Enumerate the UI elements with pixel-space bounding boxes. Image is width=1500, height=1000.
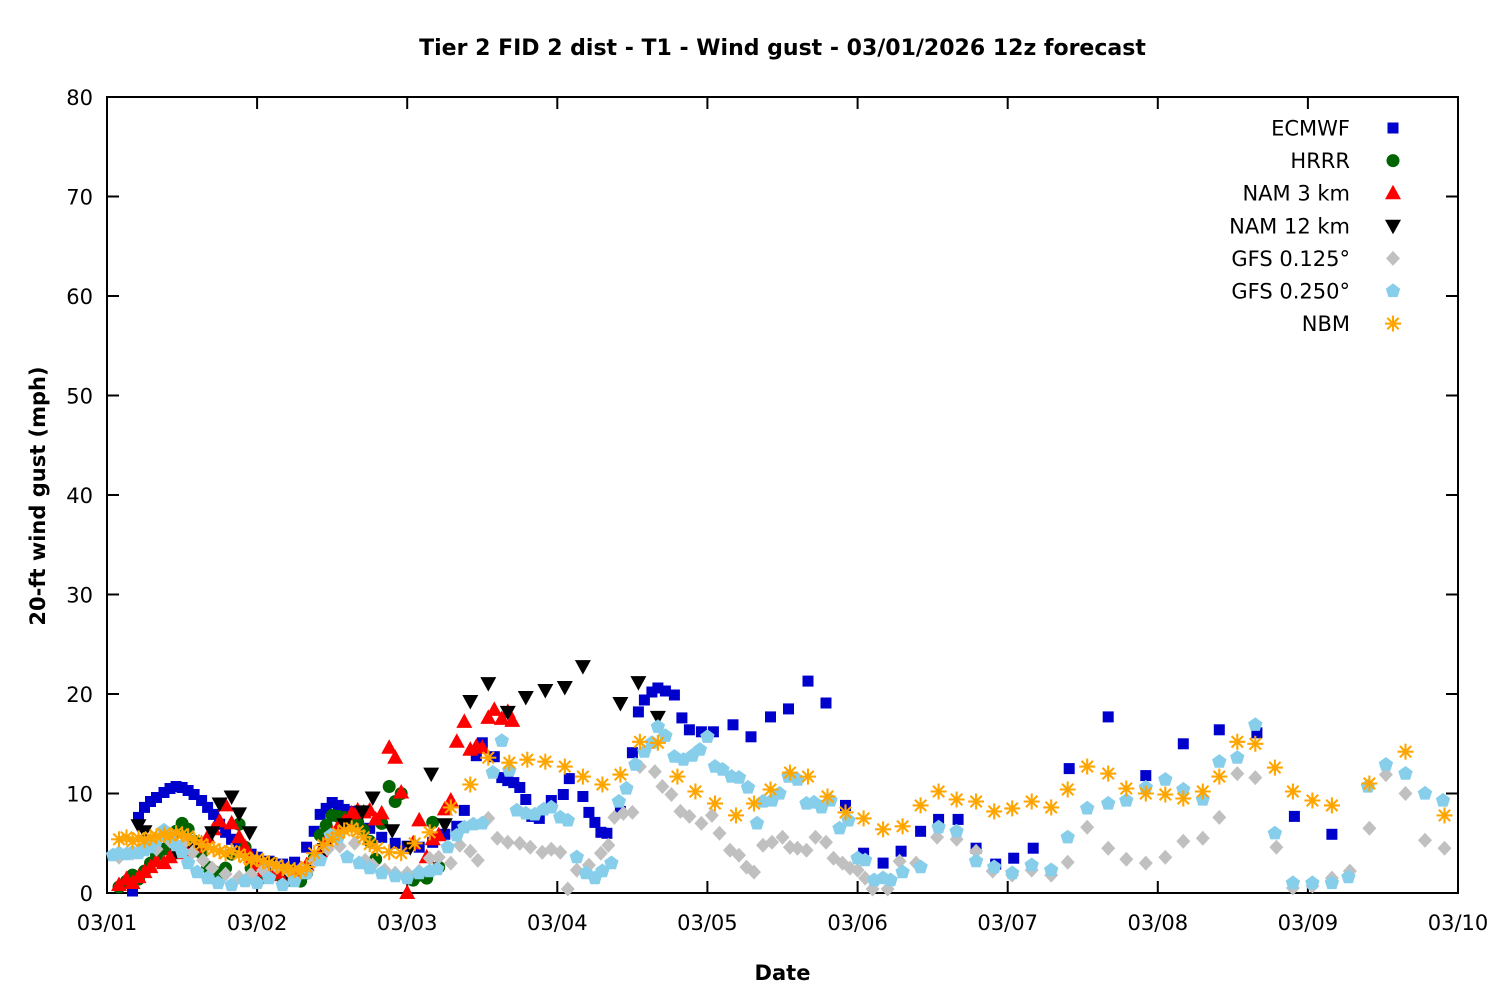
chart-title: Tier 2 FID 2 dist - T1 - Wind gust - 03/… bbox=[419, 36, 1146, 61]
svg-text:20: 20 bbox=[66, 683, 93, 707]
legend-marker-gfs-0-250-icon bbox=[1385, 283, 1401, 298]
svg-text:50: 50 bbox=[66, 385, 93, 409]
legend-marker-ecmwf-icon bbox=[1387, 122, 1399, 134]
svg-text:10: 10 bbox=[66, 783, 93, 807]
svg-text:03/08: 03/08 bbox=[1128, 911, 1189, 935]
y-axis-ticks bbox=[107, 96, 1458, 894]
svg-text:03/03: 03/03 bbox=[377, 911, 438, 935]
legend-label-nam-3-km: NAM 3 km bbox=[1242, 182, 1350, 206]
svg-text:03/10: 03/10 bbox=[1428, 911, 1489, 935]
x-axis-tick-labels: 03/01 03/02 03/03 03/04 03/05 03/06 03/07 03/08… bbox=[77, 911, 1489, 935]
y-axis-tick-labels: 0 10 20 30 40 50 60 70 80 bbox=[66, 86, 93, 906]
legend-label-gfs-0-250: GFS 0.250° bbox=[1231, 280, 1350, 304]
svg-text:80: 80 bbox=[66, 86, 93, 110]
legend-label-nam-12-km: NAM 12 km bbox=[1229, 214, 1350, 238]
legend-marker-gfs-0-125-icon bbox=[1386, 250, 1400, 266]
legend-marker-nam-12-km-icon bbox=[1385, 219, 1401, 235]
svg-text:60: 60 bbox=[66, 285, 93, 309]
legend-item-gfs-0-250: GFS 0.250° bbox=[1231, 280, 1401, 304]
legend: ECMWF HRRR NAM 3 km NAM 12 km GFS 0.125° GFS … bbox=[1229, 117, 1401, 336]
legend-item-nam-3-km: NAM 3 km bbox=[1242, 182, 1401, 206]
legend-marker-hrrr-icon bbox=[1386, 154, 1400, 168]
svg-text:03/05: 03/05 bbox=[677, 911, 738, 935]
legend-marker-nam-3-km-icon bbox=[1385, 184, 1401, 200]
legend-label-gfs-0-125: GFS 0.125° bbox=[1231, 247, 1350, 271]
svg-text:03/06: 03/06 bbox=[827, 911, 888, 935]
legend-item-ecmwf: ECMWF bbox=[1271, 117, 1399, 141]
legend-label-nbm: NBM bbox=[1302, 312, 1350, 336]
series-gfs-0-250 bbox=[105, 717, 1451, 892]
series-nbm bbox=[111, 733, 1453, 880]
svg-text:30: 30 bbox=[66, 584, 93, 608]
legend-label-ecmwf: ECMWF bbox=[1271, 117, 1350, 141]
svg-text:70: 70 bbox=[66, 186, 93, 210]
svg-text:03/02: 03/02 bbox=[227, 911, 288, 935]
legend-item-hrrr: HRRR bbox=[1290, 149, 1400, 173]
legend-item-gfs-0-125: GFS 0.125° bbox=[1231, 247, 1400, 271]
svg-text:03/01: 03/01 bbox=[77, 911, 138, 935]
svg-text:40: 40 bbox=[66, 484, 93, 508]
svg-text:03/07: 03/07 bbox=[977, 911, 1038, 935]
legend-marker-nbm-icon bbox=[1385, 315, 1401, 332]
series-nam-3-km bbox=[111, 701, 521, 899]
legend-label-hrrr: HRRR bbox=[1290, 149, 1350, 173]
svg-text:03/09: 03/09 bbox=[1278, 911, 1339, 935]
x-axis-title: Date bbox=[754, 961, 811, 985]
legend-item-nam-12-km: NAM 12 km bbox=[1229, 214, 1401, 238]
svg-text:0: 0 bbox=[80, 882, 93, 906]
svg-text:03/04: 03/04 bbox=[527, 911, 588, 935]
legend-item-nbm: NBM bbox=[1302, 312, 1401, 336]
